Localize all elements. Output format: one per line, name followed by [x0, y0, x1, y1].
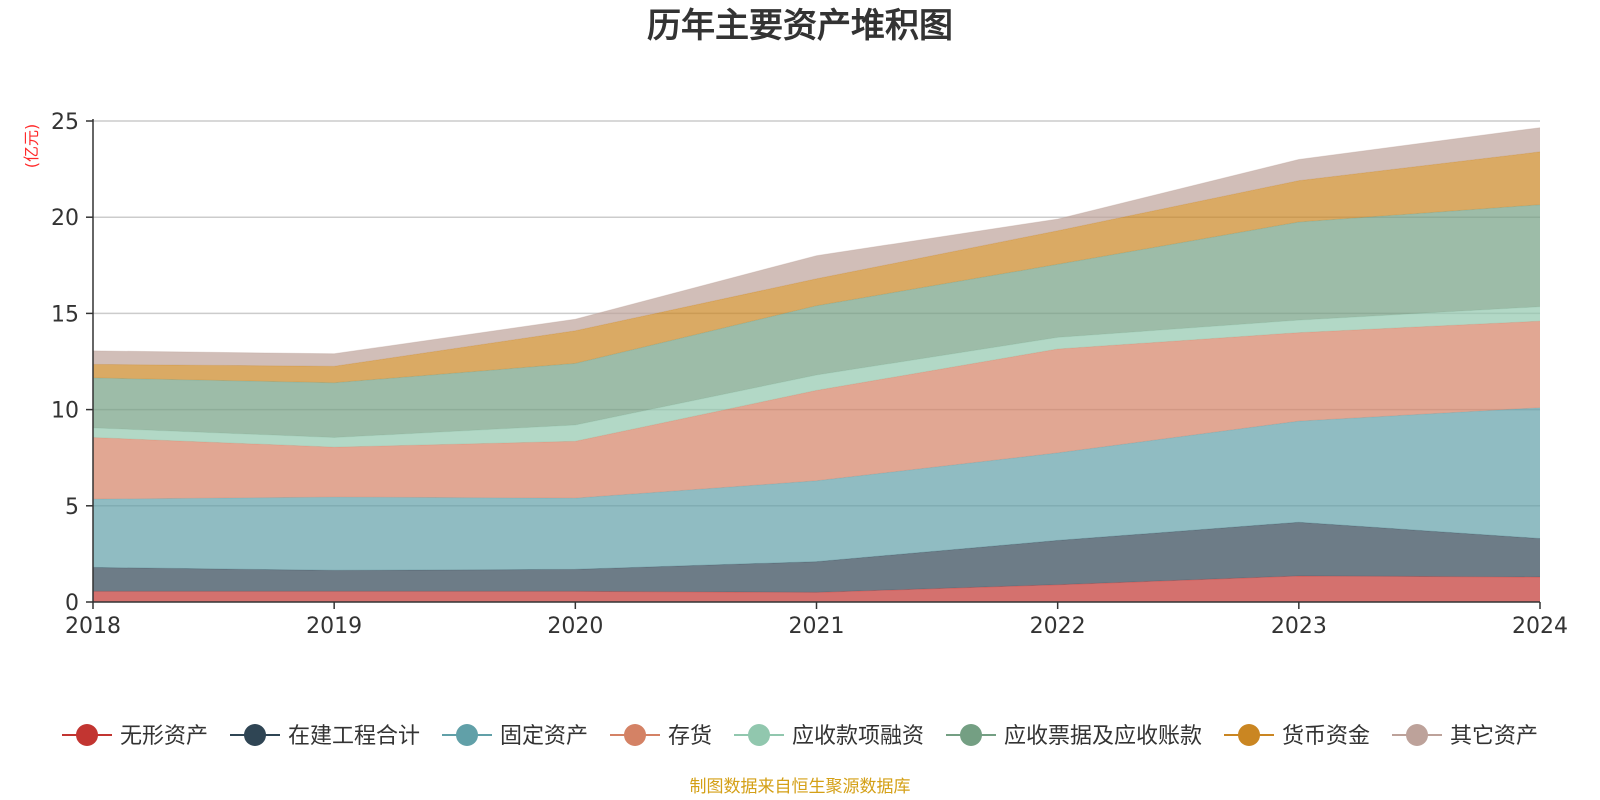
legend: 无形资产 在建工程合计 固定资产 存货 应收款项融资 应收票据及应收账款 货币资金 其它资产 — [62, 724, 1538, 749]
legend-item-5[interactable]: 应收票据及应收账款 — [946, 724, 1202, 749]
x-tick-label: 2020 — [547, 614, 603, 639]
series-area-2 — [93, 407, 1540, 571]
series-area-5 — [93, 204, 1540, 438]
series-area-0 — [93, 576, 1540, 602]
x-tick-label: 2018 — [65, 614, 121, 639]
y-tick-label: 0 — [65, 591, 79, 616]
legend-label: 存货 — [668, 724, 712, 749]
series-area-3 — [93, 321, 1540, 500]
x-tick-label: 2019 — [306, 614, 362, 639]
legend-label: 固定资产 — [500, 724, 588, 749]
x-tick-label: 2024 — [1512, 614, 1568, 639]
y-axis-unit: (亿元) — [22, 124, 41, 169]
x-tick-label: 2023 — [1271, 614, 1327, 639]
legend-circle-icon — [244, 724, 266, 746]
legend-circle-icon — [748, 724, 770, 746]
y-tick-label: 25 — [51, 110, 79, 135]
series-areas — [92, 127, 1541, 602]
series-area-1 — [93, 522, 1540, 593]
y-tick-label: 15 — [51, 302, 79, 327]
legend-circle-icon — [456, 724, 478, 746]
legend-item-4[interactable]: 应收款项融资 — [734, 724, 924, 749]
series-area-4 — [93, 306, 1540, 448]
legend-circle-icon — [1406, 724, 1428, 746]
legend-circle-icon — [624, 724, 646, 746]
legend-item-2[interactable]: 固定资产 — [442, 724, 588, 749]
legend-label: 无形资产 — [120, 724, 208, 749]
legend-circle-icon — [1238, 724, 1260, 746]
chart-title: 历年主要资产堆积图 — [647, 6, 953, 46]
legend-circle-icon — [960, 724, 982, 746]
series-area-7 — [93, 127, 1540, 367]
series-area-6 — [93, 151, 1540, 383]
legend-item-6[interactable]: 货币资金 — [1224, 724, 1370, 749]
legend-item-0[interactable]: 无形资产 — [62, 724, 208, 749]
axes: 0 5 10 15 20 25 2018 2019 2020 2021 2022 2023 2024 — [51, 110, 1568, 639]
x-tick-label: 2021 — [789, 614, 845, 639]
source-note: 制图数据来自恒生聚源数据库 — [690, 777, 911, 797]
legend-label: 货币资金 — [1282, 724, 1370, 749]
legend-label: 应收票据及应收账款 — [1004, 724, 1202, 749]
y-tick-label: 20 — [51, 206, 79, 231]
legend-item-3[interactable]: 存货 — [610, 724, 712, 749]
legend-item-1[interactable]: 在建工程合计 — [230, 724, 420, 749]
y-tick-label: 10 — [51, 399, 79, 424]
legend-item-7[interactable]: 其它资产 — [1392, 724, 1538, 749]
x-tick-label: 2022 — [1030, 614, 1086, 639]
legend-circle-icon — [76, 724, 98, 746]
series-top-line-7 — [92, 127, 1541, 355]
legend-label: 其它资产 — [1450, 724, 1538, 749]
legend-label: 应收款项融资 — [792, 724, 924, 749]
y-tick-label: 5 — [65, 495, 79, 520]
legend-label: 在建工程合计 — [288, 724, 420, 749]
